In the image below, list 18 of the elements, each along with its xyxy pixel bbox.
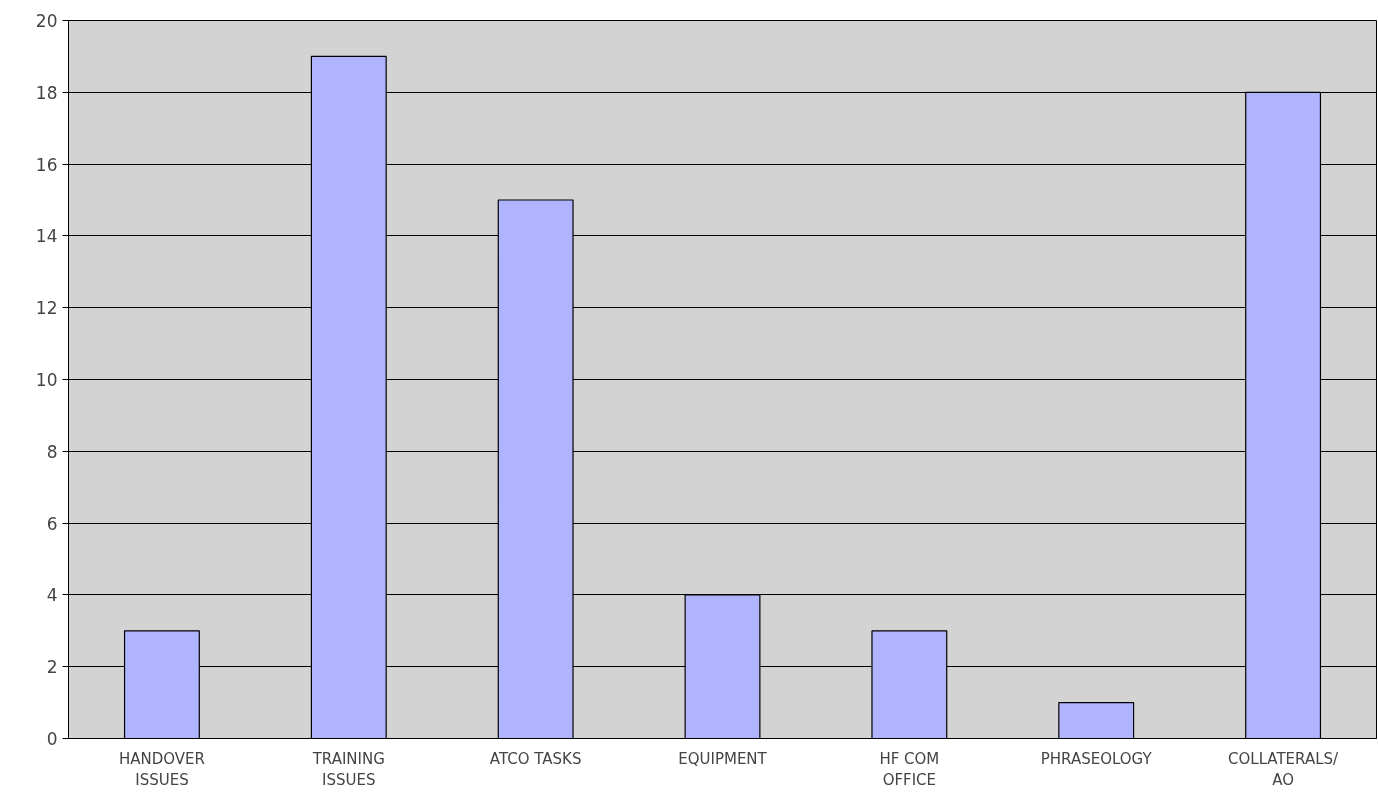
y-tick-label: 8: [46, 441, 58, 462]
y-tick-label: 0: [46, 729, 58, 749]
x-tick-label: TRAINING ISSUES: [311, 749, 385, 790]
y-tick-label: 20: [35, 11, 58, 31]
y-tick-label: 6: [46, 513, 58, 534]
x-tick-label: COLLATERALS/ AO: [1228, 749, 1340, 790]
y-tick-label: 4: [46, 585, 58, 606]
y-tick-label: 10: [35, 370, 58, 390]
y-tick-label: 18: [35, 82, 58, 103]
x-tick-label: ATCO TASKS: [489, 749, 582, 768]
y-tick-label: 16: [35, 154, 58, 175]
y-tick-label: 12: [35, 298, 58, 319]
x-tick-label: HANDOVER ISSUES: [118, 749, 205, 790]
x-tick-label: EQUIPMENT: [678, 749, 768, 768]
x-tick-label: HF COM OFFICE: [879, 749, 940, 790]
y-tick-label: 2: [46, 657, 58, 678]
x-tick-label: PHRASEOLOGY: [1040, 749, 1153, 768]
y-tick-label: 14: [35, 226, 58, 247]
